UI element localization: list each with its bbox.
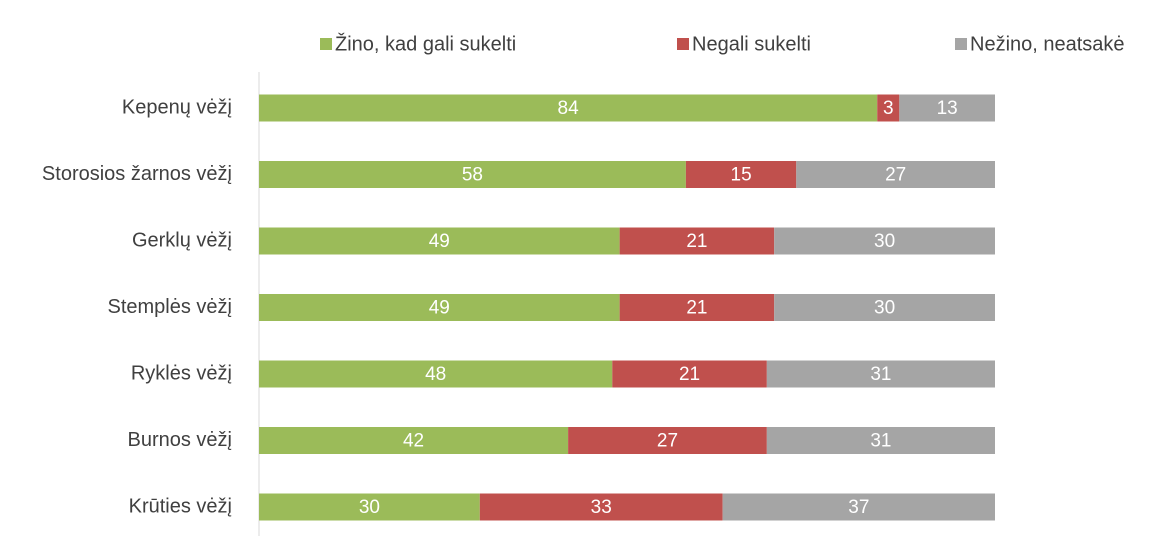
bar-segment	[259, 161, 686, 188]
legend-swatch	[320, 38, 332, 50]
y-tick-label: Burnos vėžį	[128, 429, 233, 451]
data-label: 27	[885, 165, 906, 186]
bar-segment	[766, 360, 995, 388]
bar-segment	[774, 227, 995, 255]
data-label: 84	[558, 98, 580, 119]
data-label: 3	[883, 98, 894, 119]
y-tick-label: Stemplės vėžį	[108, 296, 233, 318]
bar-segment	[259, 360, 613, 388]
data-label: 37	[848, 497, 869, 518]
data-label: 21	[679, 364, 700, 385]
data-label: 58	[462, 165, 483, 186]
data-label: 30	[359, 497, 380, 518]
bar-segment	[619, 227, 775, 255]
bar-segment	[259, 493, 480, 521]
bar-segment	[259, 427, 569, 454]
data-label: 42	[403, 431, 424, 452]
y-tick-label: Kepenų vėžį	[122, 96, 232, 118]
legend-swatch	[955, 38, 967, 50]
legend-label: Žino, kad gali sukelti	[335, 32, 516, 55]
bar-segment	[766, 427, 995, 454]
bar-segment	[877, 94, 900, 122]
data-label: 21	[686, 298, 707, 319]
y-tick-label: Ryklės vėžį	[131, 362, 232, 384]
bar-segment	[259, 227, 620, 255]
data-label: 48	[425, 364, 446, 385]
data-label: 27	[657, 431, 678, 452]
bar-segment	[796, 161, 995, 188]
data-label: 30	[874, 231, 895, 252]
bar-segment	[259, 94, 878, 122]
data-label: 33	[591, 497, 612, 518]
bar-segment	[685, 161, 797, 188]
data-label: 49	[429, 231, 450, 252]
y-tick-label: Krūties vėžį	[129, 495, 232, 517]
data-label: 49	[429, 298, 450, 319]
data-label: 31	[870, 364, 891, 385]
bar-segment	[899, 94, 995, 122]
data-label: 31	[870, 431, 891, 452]
data-label: 13	[937, 98, 958, 119]
bar-segment	[259, 294, 620, 321]
bar-segment	[612, 360, 767, 388]
legend-label: Negali sukelti	[692, 33, 811, 55]
bar-segment	[774, 294, 995, 321]
bar-segment	[479, 493, 723, 521]
bar-segment	[568, 427, 767, 454]
data-label: 15	[731, 165, 752, 186]
legend-label: Nežino, neatsakė	[970, 33, 1125, 55]
data-label: 21	[686, 231, 707, 252]
y-tick-label: Gerklų vėžį	[132, 229, 232, 251]
y-tick-label: Storosios žarnos vėžį	[42, 163, 232, 185]
bar-segment	[722, 493, 995, 521]
bar-segment	[619, 294, 775, 321]
legend-swatch	[677, 38, 689, 50]
data-label: 30	[874, 298, 895, 319]
